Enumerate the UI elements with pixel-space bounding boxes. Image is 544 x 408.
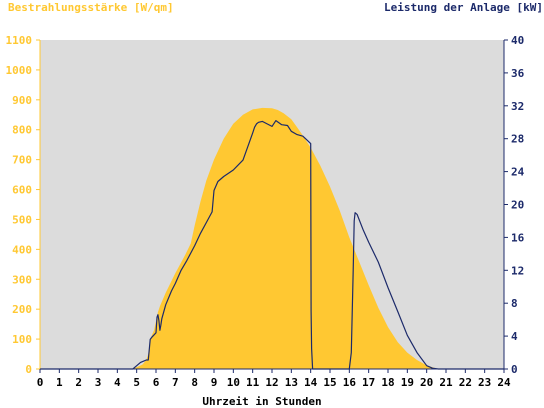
x-tick-label: 4 — [114, 376, 121, 389]
x-tick-label: 7 — [172, 376, 179, 389]
left-tick-label: 400 — [12, 243, 32, 256]
left-tick-label: 300 — [12, 273, 32, 286]
left-tick-label: 800 — [12, 124, 32, 137]
right-tick-label: 36 — [511, 67, 525, 80]
right-tick-label: 12 — [511, 264, 524, 277]
x-tick-label: 24 — [497, 376, 511, 389]
irradiance-area — [40, 107, 504, 370]
left-tick-label: 1100 — [6, 34, 33, 47]
left-axis-title: Bestrahlungsstärke [W/qm] — [8, 1, 174, 14]
right-tick-label: 8 — [511, 297, 518, 310]
x-tick-label: 5 — [133, 376, 140, 389]
x-tick-label: 3 — [95, 376, 102, 389]
x-tick-label: 22 — [459, 376, 472, 389]
x-tick-label: 12 — [265, 376, 278, 389]
left-tick-label: 500 — [12, 213, 32, 226]
left-tick-label: 900 — [12, 94, 32, 107]
right-tick-label: 24 — [511, 166, 525, 179]
x-tick-label: 0 — [37, 376, 44, 389]
x-tick-label: 19 — [401, 376, 414, 389]
x-tick-label: 11 — [246, 376, 260, 389]
left-tick-label: 0 — [25, 363, 32, 376]
left-axis-ticks: 0 100 200 300 400 500 600 700 800 900 1000 1100 — [6, 34, 40, 376]
x-tick-label: 10 — [227, 376, 240, 389]
left-tick-label: 700 — [12, 154, 32, 167]
x-tick-label: 23 — [478, 376, 491, 389]
x-tick-label: 9 — [211, 376, 218, 389]
right-tick-label: 4 — [511, 330, 518, 343]
x-axis-title: Uhrzeit in Stunden — [202, 395, 321, 408]
right-tick-label: 0 — [511, 363, 518, 376]
left-tick-label: 1000 — [6, 64, 33, 77]
right-axis-title: Leistung der Anlage [kW] — [384, 1, 543, 14]
left-tick-label: 600 — [12, 184, 32, 197]
left-tick-label: 100 — [12, 333, 32, 346]
x-tick-label: 1 — [56, 376, 63, 389]
right-tick-label: 16 — [511, 231, 525, 244]
x-tick-label: 21 — [439, 376, 453, 389]
x-tick-label: 13 — [285, 376, 298, 389]
right-tick-label: 40 — [511, 34, 524, 47]
right-tick-label: 20 — [511, 199, 524, 212]
x-tick-label: 17 — [362, 376, 375, 389]
x-tick-label: 20 — [420, 376, 433, 389]
right-tick-label: 32 — [511, 100, 524, 113]
x-tick-label: 6 — [153, 376, 160, 389]
right-tick-label: 28 — [511, 133, 524, 146]
power-line — [40, 119, 504, 370]
x-tick-label: 15 — [323, 376, 336, 389]
left-tick-label: 200 — [12, 303, 32, 316]
x-tick-label: 16 — [343, 376, 357, 389]
x-tick-label: 14 — [304, 376, 318, 389]
x-axis-ticks: 0 1 2 3 4 5 6 7 8 9 10 11 12 13 14 15 16 17 18 19 20 21 22 23 24 — [37, 369, 511, 389]
x-tick-label: 18 — [381, 376, 394, 389]
right-axis-ticks: 0 4 8 12 16 20 24 28 32 36 40 — [504, 34, 525, 376]
x-tick-label: 8 — [191, 376, 198, 389]
x-tick-label: 2 — [75, 376, 82, 389]
